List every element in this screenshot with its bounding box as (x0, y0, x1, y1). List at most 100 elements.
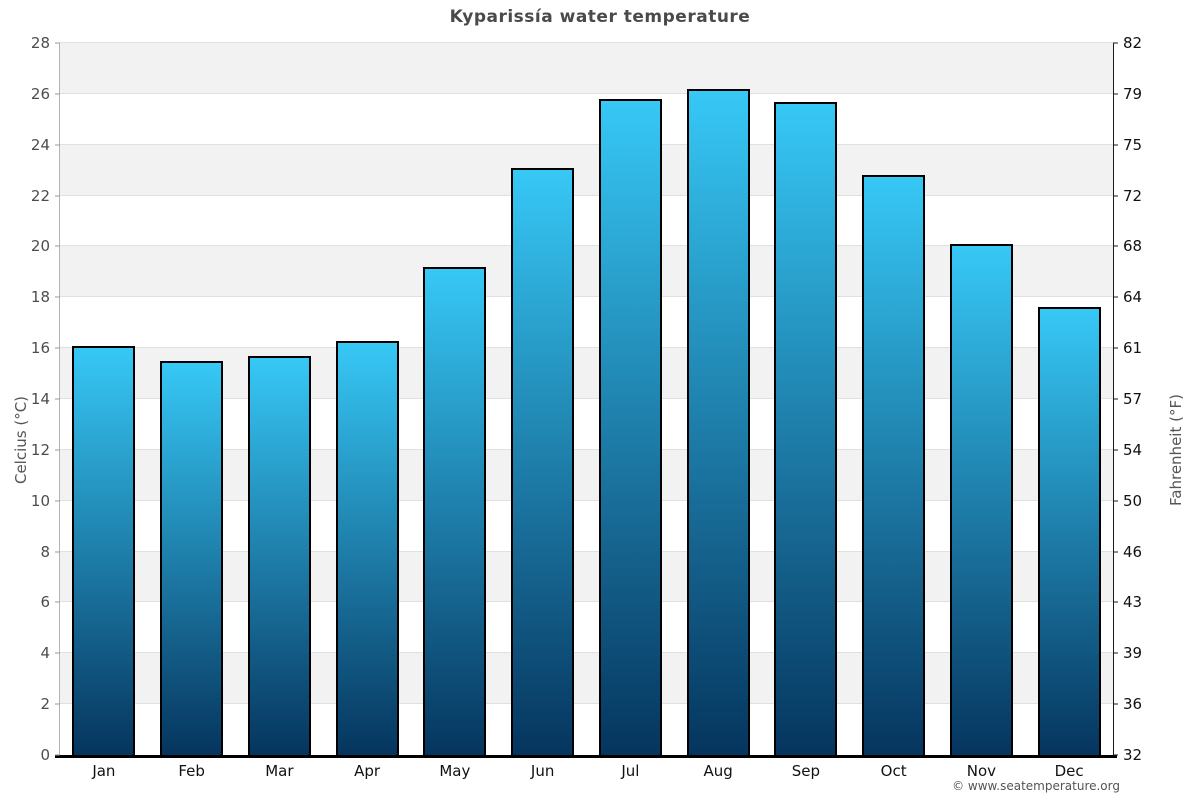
fahrenheit-tick-label: 39 (1123, 644, 1143, 663)
gridline (60, 143, 1113, 145)
bar-nov (949, 243, 1013, 755)
gridline (60, 652, 1113, 654)
celsius-tick-label: 16 (30, 339, 50, 358)
plot-band (60, 653, 1113, 705)
bar-slot-dec (1025, 43, 1113, 755)
plot-band (60, 602, 1113, 654)
fahrenheit-tick-mark (1113, 296, 1118, 298)
plot-band (60, 246, 1113, 298)
celsius-tick-label: 18 (30, 288, 50, 307)
bar-jan (72, 345, 136, 755)
fahrenheit-tick-label: 61 (1123, 339, 1143, 358)
plot-band (60, 399, 1113, 450)
bar-slot-jan (60, 43, 148, 755)
plot-band (60, 551, 1113, 603)
x-label-jan: Jan (92, 762, 116, 780)
gridline (60, 296, 1113, 298)
celsius-tick-label: 10 (30, 491, 50, 510)
fahrenheit-tick-mark (1113, 398, 1118, 400)
x-label-sep: Sep (791, 762, 821, 780)
fahrenheit-tick-mark (1113, 93, 1118, 95)
x-label-may: May (439, 762, 471, 780)
y-axis-fahrenheit-ticks: 32 36 39 43 46 50 54 57 61 64 68 72 75 79 82 (1113, 34, 1200, 764)
fahrenheit-tick-mark (1113, 245, 1118, 247)
fahrenheit-tick-mark (1113, 42, 1118, 44)
fahrenheit-tick-mark (1113, 195, 1118, 197)
gridline (60, 448, 1113, 450)
bar-aug (686, 88, 750, 755)
celsius-tick-mark (55, 144, 60, 146)
bar-jun (511, 167, 575, 755)
celsius-tick-label: 8 (40, 542, 50, 561)
fahrenheit-tick-mark (1113, 500, 1118, 502)
bar-slot-sep (762, 43, 850, 755)
x-axis-line (55, 755, 1117, 758)
x-label-oct: Oct (880, 762, 907, 780)
celsius-tick-mark (55, 296, 60, 298)
bar-feb (160, 360, 224, 755)
fahrenheit-tick-label: 50 (1123, 491, 1143, 510)
celsius-tick-mark (55, 703, 60, 705)
fahrenheit-tick-mark (1113, 449, 1118, 451)
bar-slot-oct (850, 43, 938, 755)
fahrenheit-tick-label: 72 (1123, 186, 1143, 205)
celsius-tick-mark (55, 449, 60, 451)
bar-slot-jul (587, 43, 675, 755)
fahrenheit-tick-label: 57 (1123, 390, 1143, 408)
celsius-tick-label: 4 (40, 644, 50, 663)
celsius-tick-label: 24 (30, 135, 50, 154)
bar-slot-apr (323, 43, 411, 755)
y-axis-celsius-ticks: 0 2 4 6 8 10 12 14 16 18 20 22 24 26 28 (0, 34, 60, 764)
x-label-feb: Feb (178, 762, 205, 780)
x-label-dec: Dec (1054, 762, 1084, 780)
celsius-tick-mark (55, 551, 60, 553)
bar-slot-aug (674, 43, 762, 755)
fahrenheit-tick-label: 36 (1123, 695, 1143, 714)
plot-band (60, 297, 1113, 349)
celsius-tick-mark (55, 93, 60, 95)
fahrenheit-tick-mark (1113, 754, 1118, 756)
bar-may (423, 266, 487, 755)
gridline (60, 42, 1113, 43)
celsius-tick-mark (55, 42, 60, 44)
celsius-tick-mark (55, 195, 60, 197)
gridline (60, 398, 1113, 399)
gridline (60, 601, 1113, 603)
celsius-tick-label: 2 (40, 695, 50, 714)
plot-band (60, 43, 1113, 94)
bar-jul (598, 98, 662, 755)
x-label-jun: Jun (530, 762, 555, 780)
bar-dec (1037, 307, 1101, 755)
plot-band (60, 93, 1113, 145)
celsius-tick-mark (55, 347, 60, 349)
fahrenheit-tick-label: 32 (1123, 746, 1143, 764)
fahrenheit-tick-mark (1113, 144, 1118, 146)
x-label-nov: Nov (966, 762, 997, 780)
copyright-footer: © www.seatemperature.org (952, 779, 1120, 793)
celsius-tick-mark (55, 500, 60, 502)
celsius-tick-mark (55, 245, 60, 247)
bar-slot-may (411, 43, 499, 755)
bar-oct (862, 175, 926, 755)
bar-series (60, 43, 1113, 755)
fahrenheit-tick-label: 54 (1123, 440, 1143, 459)
fahrenheit-tick-mark (1113, 601, 1118, 603)
fahrenheit-tick-label: 82 (1123, 34, 1143, 52)
fahrenheit-tick-mark (1113, 551, 1118, 553)
celsius-tick-mark (55, 601, 60, 603)
bar-slot-nov (938, 43, 1026, 755)
celsius-tick-label: 22 (30, 186, 50, 205)
chart-title: Kyparissía water temperature (449, 7, 751, 27)
fahrenheit-tick-label: 46 (1123, 542, 1143, 561)
fahrenheit-tick-mark (1113, 347, 1118, 349)
fahrenheit-tick-label: 75 (1123, 135, 1143, 154)
fahrenheit-tick-mark (1113, 703, 1118, 705)
x-label-apr: Apr (354, 762, 381, 780)
gridline (60, 194, 1113, 196)
plot-band (60, 704, 1113, 755)
gridline (60, 347, 1113, 349)
bar-slot-jun (499, 43, 587, 755)
celsius-tick-label: 26 (30, 84, 50, 103)
celsius-tick-label: 14 (30, 390, 50, 408)
bar-slot-feb (148, 43, 236, 755)
